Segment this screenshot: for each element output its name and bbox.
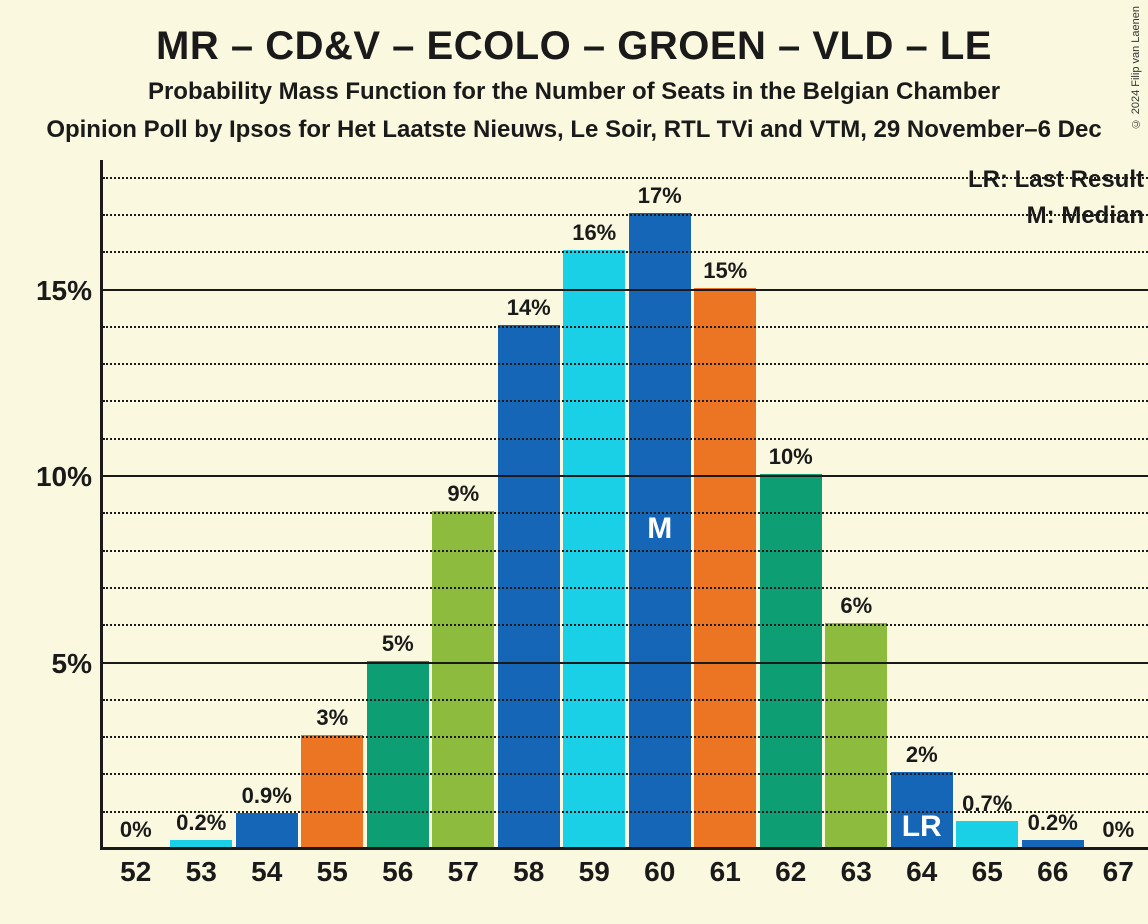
x-tick-label: 58 <box>513 856 544 888</box>
bar: 0.7% <box>956 821 1018 847</box>
bar: 14% <box>498 325 560 847</box>
bar-value-label: 0.2% <box>170 810 232 836</box>
bar-value-label: 6% <box>825 593 887 619</box>
gridline-minor <box>103 214 1148 216</box>
bar-value-label: 0.2% <box>1022 810 1084 836</box>
bars-layer: 0%0.2%0.9%3%5%9%14%16%17%M15%10%6%2%LR0.… <box>103 160 1148 847</box>
x-tick-label: 52 <box>120 856 151 888</box>
bar-value-label: 3% <box>301 705 363 731</box>
bar: 16% <box>563 250 625 847</box>
bar-value-label: 16% <box>563 220 625 246</box>
bar-value-label: 0.7% <box>956 791 1018 817</box>
gridline-major <box>103 475 1148 477</box>
gridline-major <box>103 289 1148 291</box>
x-tick-label: 59 <box>579 856 610 888</box>
gridline-minor <box>103 550 1148 552</box>
bar: 2%LR <box>891 772 953 847</box>
bar: 0.2% <box>1022 840 1084 847</box>
bar: 6% <box>825 623 887 847</box>
gridline-minor <box>103 811 1148 813</box>
x-tick-label: 54 <box>251 856 282 888</box>
x-tick-label: 65 <box>972 856 1003 888</box>
bar-value-label: 10% <box>760 444 822 470</box>
bar-value-label: 5% <box>367 631 429 657</box>
gridline-minor <box>103 400 1148 402</box>
bar-value-label: 0% <box>105 817 167 843</box>
x-tick-label: 67 <box>1103 856 1134 888</box>
bar: 0.9% <box>236 813 298 847</box>
plot-area: LR: Last Result M: Median 0%0.2%0.9%3%5%… <box>100 160 1124 850</box>
gridline-minor <box>103 512 1148 514</box>
gridline-minor <box>103 736 1148 738</box>
copyright-text: © 2024 Filip van Laenen <box>1130 6 1142 129</box>
x-tick-label: 66 <box>1037 856 1068 888</box>
chart-container: MR – CD&V – ECOLO – GROEN – VLD – LE Pro… <box>0 0 1148 924</box>
chart-source-line: Opinion Poll by Ipsos for Het Laatste Ni… <box>0 116 1148 144</box>
bar: 15% <box>694 288 756 847</box>
x-tick-label: 60 <box>644 856 675 888</box>
bar: 9% <box>432 511 494 847</box>
bar: 17%M <box>629 213 691 847</box>
x-tick-label: 64 <box>906 856 937 888</box>
gridline-minor <box>103 624 1148 626</box>
gridline-minor <box>103 363 1148 365</box>
bar-value-label: 14% <box>498 295 560 321</box>
x-tick-label: 63 <box>841 856 872 888</box>
bar: 0.2% <box>170 840 232 847</box>
x-tick-label: 56 <box>382 856 413 888</box>
bar-value-label: 0.9% <box>236 783 298 809</box>
x-tick-label: 53 <box>186 856 217 888</box>
gridline-minor <box>103 587 1148 589</box>
gridline-major <box>103 662 1148 664</box>
gridline-minor <box>103 326 1148 328</box>
bar-value-label: 0% <box>1087 817 1148 843</box>
bar-value-label: 15% <box>694 258 756 284</box>
x-tick-label: 57 <box>448 856 479 888</box>
y-tick-label: 10% <box>2 461 92 493</box>
bar-value-label: 17% <box>629 183 691 209</box>
x-tick-labels: 52 53 54 55 56 57 58 59 60 61 62 63 64 65 66 67 <box>103 850 1148 900</box>
x-tick-label: 55 <box>317 856 348 888</box>
y-tick-label: 5% <box>2 648 92 680</box>
bar: 10% <box>760 474 822 847</box>
gridline-minor <box>103 177 1148 179</box>
gridline-minor <box>103 251 1148 253</box>
last-result-marker: LR <box>891 810 953 844</box>
median-marker: M <box>629 512 691 546</box>
chart-subtitle: Probability Mass Function for the Number… <box>0 78 1148 106</box>
chart-title: MR – CD&V – ECOLO – GROEN – VLD – LE <box>0 24 1148 69</box>
gridline-minor <box>103 773 1148 775</box>
gridline-minor <box>103 699 1148 701</box>
bar: 5% <box>367 661 429 847</box>
gridline-minor <box>103 438 1148 440</box>
x-tick-label: 61 <box>710 856 741 888</box>
y-tick-label: 15% <box>2 275 92 307</box>
x-tick-label: 62 <box>775 856 806 888</box>
bar-value-label: 9% <box>432 481 494 507</box>
bar-value-label: 2% <box>891 742 953 768</box>
bar: 3% <box>301 735 363 847</box>
